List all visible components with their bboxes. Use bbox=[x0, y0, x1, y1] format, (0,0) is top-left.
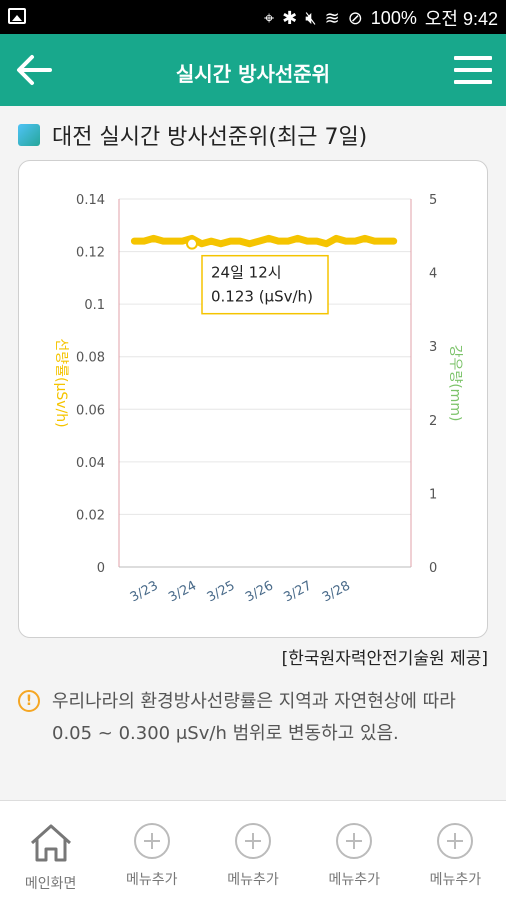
home-icon bbox=[30, 824, 71, 862]
tab-add-menu-4[interactable]: 메뉴추가 bbox=[405, 801, 506, 901]
y-right-tick-label: 0 bbox=[429, 561, 437, 576]
tab-label: 메뉴추가 bbox=[328, 872, 380, 888]
tooltip-line-2: 0.123 (μSv/h) bbox=[211, 288, 313, 306]
x-tick-label: 3/26 bbox=[243, 578, 276, 605]
tab-label: 메뉴추가 bbox=[126, 872, 178, 888]
tab-label: 메인화면 bbox=[24, 876, 77, 892]
tab-main[interactable]: 메인화면 bbox=[0, 801, 101, 901]
x-tick-label: 3/24 bbox=[166, 578, 199, 605]
series-line bbox=[130, 234, 398, 248]
clock: 오전 9:42 bbox=[424, 9, 498, 29]
page-title: 실시간 방사선준위 bbox=[175, 62, 331, 86]
status-right: ⌖ ✱ 🔇︎ ≋ ⊘ 100% 오전 9:42 bbox=[264, 5, 498, 31]
plus-circle-icon bbox=[336, 823, 373, 859]
y-left-tick-label: 0.12 bbox=[76, 246, 105, 261]
wifi-icon: ≋ bbox=[324, 7, 340, 28]
tooltip-marker bbox=[186, 237, 198, 250]
plus-circle-icon bbox=[437, 823, 474, 859]
battery-level: 100% bbox=[370, 7, 417, 28]
y-left-axis-title: 선량률(μSv/h) bbox=[53, 338, 69, 427]
chart-card: 0 0.02 0.04 0.06 0.08 0.1 0.12 0.14 0 1 2 3 4 5 3/23 3/… bbox=[18, 160, 488, 638]
section-square-icon bbox=[18, 124, 40, 146]
hamburger-menu-icon[interactable] bbox=[454, 56, 492, 84]
x-tick-label: 3/27 bbox=[282, 578, 315, 605]
x-tick-label: 3/28 bbox=[320, 578, 353, 605]
y-right-tick-label: 2 bbox=[429, 414, 437, 429]
alert-icon: ! bbox=[18, 690, 40, 712]
mute-icon: 🔇︎ bbox=[305, 7, 317, 28]
app-bar: 실시간 방사선준위 bbox=[0, 34, 506, 106]
y-right-tick-label: 3 bbox=[429, 340, 437, 355]
tooltip-box bbox=[201, 254, 329, 315]
status-bar: ⌖ ✱ 🔇︎ ≋ ⊘ 100% 오전 9:42 bbox=[0, 0, 506, 34]
section-title-text: 대전 실시간 방사선준위(최근 7일) bbox=[52, 125, 368, 150]
tab-add-menu-2[interactable]: 메뉴추가 bbox=[202, 801, 303, 901]
tab-add-menu-3[interactable]: 메뉴추가 bbox=[304, 801, 405, 901]
y-left-tick-label: 0.08 bbox=[76, 351, 105, 366]
tab-add-menu-1[interactable]: 메뉴추가 bbox=[101, 801, 202, 901]
notice-text: 우리나라의 환경방사선량률은 지역과 자연현상에 따라 0.05 ~ 0.300… bbox=[52, 691, 456, 744]
y-left-tick-label: 0.02 bbox=[76, 508, 105, 523]
tab-label: 메뉴추가 bbox=[227, 872, 279, 888]
y-right-tick-label: 1 bbox=[429, 487, 437, 502]
x-tick-label: 3/23 bbox=[128, 578, 161, 605]
y-left-tick-label: 0.06 bbox=[76, 403, 105, 418]
y-left-tick-label: 0.04 bbox=[76, 456, 105, 471]
y-right-tick-label: 4 bbox=[429, 267, 437, 282]
plus-circle-icon bbox=[235, 823, 271, 859]
tab-label: 메뉴추가 bbox=[429, 872, 482, 888]
y-left-tick-label: 0 bbox=[97, 561, 105, 576]
dnd-icon: ⊘ bbox=[347, 7, 363, 28]
gallery-icon bbox=[8, 8, 26, 24]
y-right-tick-label: 5 bbox=[429, 193, 437, 208]
bluetooth-icon: ✱ bbox=[282, 7, 298, 28]
y-right-axis-title: 강우량(mm) bbox=[447, 345, 463, 422]
bottom-tab-bar: 메인화면 메뉴추가 메뉴추가 메뉴추가 메뉴추가 bbox=[0, 800, 506, 901]
tooltip-line-1: 24일 12시 bbox=[211, 264, 282, 282]
y-left-tick-label: 0.14 bbox=[76, 193, 105, 208]
section-title: 대전 실시간 방사선준위(최근 7일) bbox=[18, 118, 367, 152]
source-note: [한국원자력안전기술원 제공] bbox=[281, 649, 488, 669]
plus-circle-icon bbox=[133, 823, 170, 859]
x-tick-label: 3/25 bbox=[205, 578, 238, 605]
y-left-tick-label: 0.1 bbox=[84, 298, 105, 313]
back-arrow-icon[interactable] bbox=[14, 52, 54, 88]
location-icon: ⌖ bbox=[264, 7, 275, 28]
